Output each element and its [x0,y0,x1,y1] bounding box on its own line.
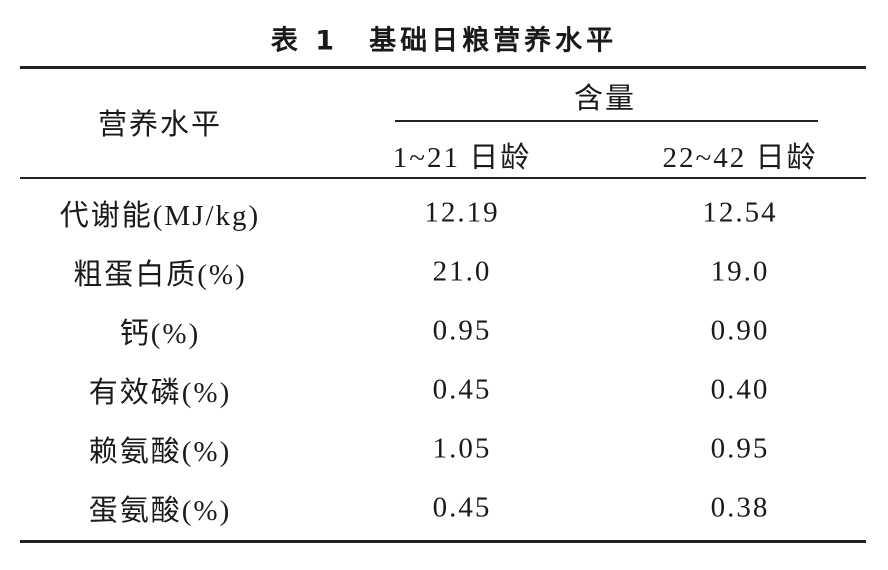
row-label: 蛋氨酸(%) [88,495,232,527]
header-item: 营养水平 [97,109,223,141]
cell-value: 0.95 [432,314,492,347]
row-label: 粗蛋白质(%) [73,259,247,291]
bottom-rule [20,540,866,543]
cell-value: 12.54 [702,196,778,229]
cell-value: 0.45 [432,491,492,524]
top-rule [20,66,866,69]
column-header: 1~21 日龄 [392,142,532,174]
cell-value: 0.38 [710,491,770,524]
row-label: 有效磷(%) [88,377,232,409]
cell-value: 0.40 [710,373,770,406]
cell-value: 1.05 [432,432,492,465]
group-rule [395,120,818,122]
cell-value: 12.19 [424,196,500,229]
row-label: 代谢能(MJ/kg) [59,200,261,232]
cell-value: 0.45 [432,373,492,406]
header-group: 含量 [573,83,637,115]
table-title: 表 1 基础日粮营养水平 [270,25,618,57]
row-label: 赖氨酸(%) [88,436,232,468]
cell-value: 19.0 [710,255,770,288]
row-label: 钙(%) [119,318,201,350]
column-header: 22~42 日龄 [662,142,818,174]
cell-value: 21.0 [432,255,492,288]
header-rule [20,177,866,179]
cell-value: 0.90 [710,314,770,347]
cell-value: 0.95 [710,432,770,465]
